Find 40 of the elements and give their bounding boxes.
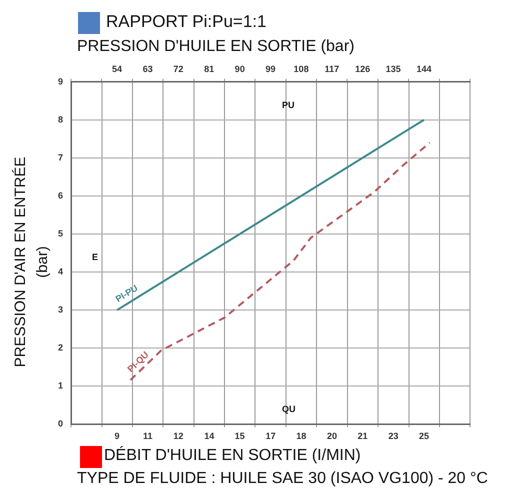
y-tick-label: 4	[58, 266, 64, 277]
y-tick-label: 5	[58, 228, 64, 238]
x-tick-label: 25	[418, 431, 430, 442]
y-tick-label: 3	[58, 304, 64, 315]
x-tick-label: 20	[326, 431, 338, 442]
x-tick-label: 18	[296, 431, 306, 442]
y-tick-label: 7	[58, 152, 64, 162]
annotation: E	[92, 252, 98, 262]
x-tick-label: 14	[204, 431, 214, 442]
x2-tick-label: 90	[234, 64, 245, 74]
y-tick-label: 8	[58, 114, 64, 124]
y-tick-label: 6	[58, 190, 64, 200]
y-tick-label: 0	[58, 418, 64, 429]
text: TYPE DE FLUIDE : HUILE SAE 30 (ISAO VG100) - 20 °C	[77, 470, 488, 488]
x2-tick-label: 144	[416, 64, 432, 74]
x2-tick-label: 135	[386, 64, 401, 74]
x2-tick-label: 81	[204, 64, 214, 74]
x2-tick-label: 54	[112, 64, 122, 74]
x-tick-label: 23	[388, 431, 398, 442]
x-tick-label: 12	[173, 431, 184, 442]
chart-title: RAPPORT Pi:Pu=1:1	[106, 12, 266, 32]
x-tick-label: 21	[358, 431, 368, 442]
y-tick-label: 9	[58, 76, 64, 86]
x2-axis-title: PRESSION D'HUILE EN SORTIE (bar)	[77, 38, 354, 56]
x-tick-label: 11	[143, 431, 153, 442]
y-tick-label: 1	[58, 380, 64, 391]
x2-tick-label: 99	[265, 64, 276, 74]
annotation: PU	[282, 100, 295, 110]
annotation: QU	[282, 404, 296, 414]
y-axis-title: PRESSION D'AIR EN ENTRÉE (bar)	[11, 156, 52, 370]
y-tick-label: 2	[58, 342, 64, 353]
x-tick-label: 15	[234, 431, 245, 442]
x2-tick-label: 63	[142, 64, 153, 74]
x-tick-label: 17	[266, 431, 276, 442]
x-axis-title: DÉBIT D'HUILE EN SORTIE (I/MIN)	[104, 447, 361, 465]
x2-tick-label: 72	[173, 64, 184, 74]
x2-tick-label: 126	[355, 64, 370, 74]
x2-tick-label: 117	[324, 64, 340, 74]
x-tick-label: 9	[114, 431, 120, 442]
x2-tick-label: 108	[294, 64, 309, 74]
